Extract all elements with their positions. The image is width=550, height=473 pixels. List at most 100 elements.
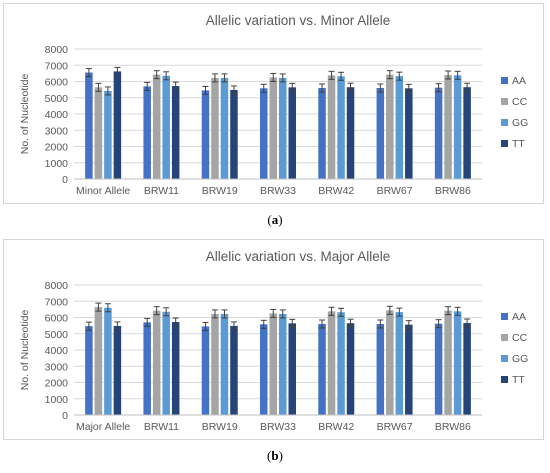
figure-caption-b: (b): [267, 448, 283, 463]
bar-aa: [201, 90, 210, 179]
bar-aa: [318, 88, 326, 179]
bar-chart-minor-allele: Allelic variation vs. Minor Allele 0 1000 2…: [19, 13, 528, 197]
bar-aa: [376, 88, 385, 179]
bar-gg: [279, 77, 287, 179]
y-tick-label: 5000: [45, 93, 69, 105]
x-tick-label: BRW67: [377, 421, 413, 433]
legend-swatch-aa: [501, 313, 508, 320]
legend-swatch-gg: [501, 119, 508, 126]
bar-aa: [143, 322, 151, 415]
bar-tt: [113, 325, 122, 415]
bar-tt: [230, 89, 238, 179]
bar-aa: [143, 86, 151, 179]
x-tick-label: BRW42: [318, 421, 354, 433]
y-tick-label: 4000: [45, 345, 69, 357]
chart-panel-major-allele: Allelic variation vs. Major Allele 0 1000 2…: [3, 239, 544, 440]
bar-gg: [220, 77, 229, 179]
legend-swatch-tt: [501, 140, 508, 147]
bar-tt: [230, 325, 238, 415]
bar-gg: [337, 76, 345, 179]
bar-aa: [260, 88, 268, 179]
bar-cc: [327, 311, 336, 415]
y-tick-label: 8000: [45, 280, 69, 292]
figure-caption-a: (a): [267, 212, 283, 227]
x-tick-label: BRW11: [144, 185, 179, 197]
legend-swatch-aa: [501, 77, 508, 84]
legend-label-aa: AA: [512, 311, 526, 323]
y-tick-label: 0: [62, 174, 68, 186]
bar-cc: [152, 310, 161, 415]
bar-tt: [346, 87, 355, 179]
bar-gg: [395, 312, 404, 415]
y-tick-label: 0: [62, 410, 68, 422]
x-tick-label: BRW67: [377, 185, 413, 197]
x-tick-label: BRW19: [202, 185, 238, 197]
y-axis-label: No. of Nucleotide: [19, 74, 31, 155]
y-tick-label: 5000: [45, 329, 69, 341]
bar-cc: [269, 313, 277, 415]
legend-label-aa: AA: [512, 75, 526, 87]
y-tick-label: 7000: [45, 296, 69, 308]
bar-cc: [211, 77, 219, 179]
chart-panel-minor-allele: Allelic variation vs. Minor Allele 0 1000 2…: [3, 3, 544, 204]
x-tick-label: BRW86: [435, 421, 471, 433]
bar-tt: [405, 324, 413, 415]
bar-tt: [463, 87, 471, 179]
bar-gg: [337, 312, 345, 415]
legend-label-gg: GG: [512, 353, 528, 365]
legend-swatch-cc: [501, 98, 508, 105]
legend-label-tt: TT: [512, 374, 525, 386]
x-tick-label: BRW42: [318, 185, 354, 197]
legend-label-cc: CC: [512, 96, 528, 108]
y-tick-label: 4000: [45, 109, 69, 121]
bar-tt: [288, 323, 296, 415]
bar-tt: [171, 322, 180, 415]
x-tick-label: Major Allele: [76, 421, 130, 433]
legend-swatch-cc: [501, 334, 508, 341]
bar-cc: [444, 310, 452, 415]
bar-cc: [386, 310, 394, 415]
bar-gg: [279, 313, 287, 415]
y-tick-label: 2000: [45, 142, 69, 154]
bar-chart-major-allele: Allelic variation vs. Major Allele 0 1000 2…: [19, 249, 528, 433]
bar-cc: [152, 74, 161, 179]
y-tick-label: 1000: [45, 394, 69, 406]
bar-aa: [434, 323, 443, 415]
bar-gg: [395, 76, 404, 179]
caption-label-a: a: [271, 212, 279, 227]
x-tick-label: BRW86: [435, 185, 471, 197]
bar-aa: [434, 87, 443, 179]
y-tick-label: 6000: [45, 313, 69, 325]
bar-cc: [269, 77, 277, 179]
bar-tt: [113, 71, 122, 179]
bar-aa: [376, 324, 385, 415]
legend-swatch-gg: [501, 355, 508, 362]
x-tick-label: Minor Allele: [76, 185, 130, 197]
bar-aa: [201, 326, 210, 415]
bar-tt: [405, 88, 413, 179]
bar-gg: [220, 313, 229, 415]
bar-aa: [318, 324, 326, 415]
legend-label-tt: TT: [512, 138, 525, 150]
bar-aa: [260, 324, 268, 415]
x-tick-label: BRW33: [260, 421, 296, 433]
y-axis-label: No. of Nucleotide: [19, 310, 31, 391]
bar-tt: [463, 323, 471, 415]
bar-gg: [104, 307, 112, 415]
bar-gg: [453, 75, 462, 179]
bar-cc: [211, 313, 219, 415]
y-tick-label: 3000: [45, 125, 69, 137]
x-tick-label: BRW33: [260, 185, 296, 197]
bar-tt: [171, 86, 180, 179]
bar-cc: [94, 307, 103, 415]
bar-cc: [444, 75, 452, 179]
y-tick-label: 1000: [45, 158, 69, 170]
bar-cc: [386, 74, 394, 179]
caption-label-b: b: [271, 448, 279, 463]
bar-gg: [453, 311, 462, 415]
x-tick-label: BRW11: [144, 421, 179, 433]
bar-aa: [85, 72, 93, 179]
bar-tt: [346, 323, 355, 415]
y-tick-label: 8000: [45, 44, 69, 56]
legend-label-cc: CC: [512, 332, 528, 344]
